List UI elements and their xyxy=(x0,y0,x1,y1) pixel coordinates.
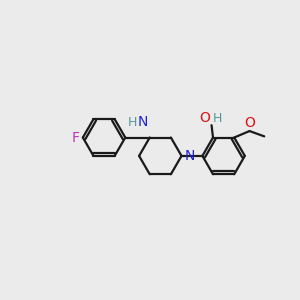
Text: N: N xyxy=(137,115,148,129)
Text: F: F xyxy=(71,130,79,145)
Text: H: H xyxy=(128,116,137,129)
Text: O: O xyxy=(199,111,210,125)
Text: O: O xyxy=(244,116,255,130)
Text: N: N xyxy=(185,149,195,163)
Text: H: H xyxy=(213,112,222,125)
